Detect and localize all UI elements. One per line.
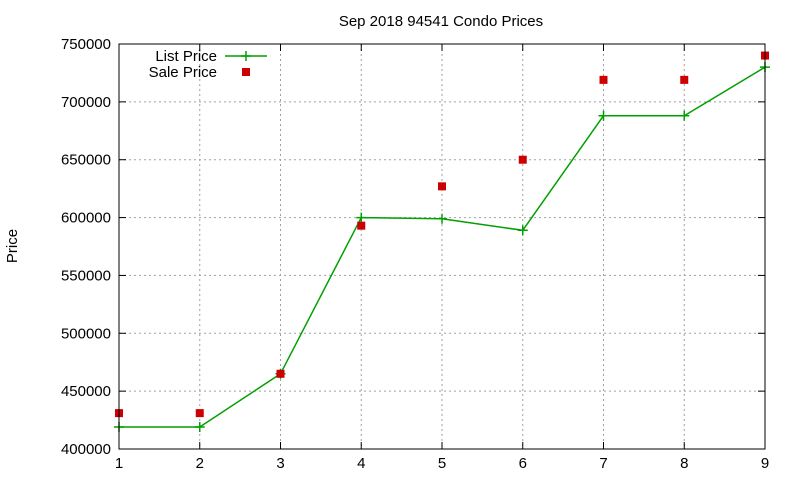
y-axis-label: Price	[4, 229, 21, 263]
chart-title: Sep 2018 94541 Condo Prices	[339, 13, 543, 30]
data-point-sale-price	[195, 409, 204, 418]
y-tick-label: 400000	[61, 441, 111, 458]
y-tick-label: 750000	[61, 36, 111, 53]
tick-labels: 400000 450000 500000 550000 600000 650000 7000…	[61, 36, 769, 472]
data-point-list-price	[598, 110, 609, 121]
y-tick-label: 600000	[61, 210, 111, 227]
x-tick-label: 8	[680, 455, 688, 472]
x-tick-label: 4	[357, 455, 365, 472]
legend-label-list-price: List Price	[155, 48, 217, 65]
x-tick-label: 3	[276, 455, 284, 472]
y-tick-label: 700000	[61, 94, 111, 111]
series-list-price	[114, 62, 770, 433]
data-point-list-price	[679, 110, 690, 121]
y-tick-label: 650000	[61, 152, 111, 169]
x-tick-label: 5	[438, 455, 446, 472]
x-tick-label: 2	[196, 455, 204, 472]
data-point-list-price	[517, 225, 528, 236]
series-line-list-price	[119, 66, 766, 428]
legend-swatch-sale-price	[242, 68, 250, 76]
y-tick-label: 450000	[61, 383, 111, 400]
data-point-sale-price	[276, 369, 285, 378]
x-tick-label: 1	[115, 455, 123, 472]
data-point-list-price	[437, 213, 447, 224]
grid-lines	[119, 44, 765, 449]
data-point-list-price	[194, 422, 205, 433]
plot-border	[118, 43, 766, 450]
data-point-sale-price	[438, 182, 446, 191]
data-point-sale-price	[599, 75, 608, 84]
data-point-sale-price	[357, 221, 366, 230]
legend-marker-list-price	[241, 51, 251, 61]
x-tick-label: 9	[761, 455, 769, 472]
x-tick-label: 6	[519, 455, 527, 472]
x-tick-label: 7	[599, 455, 607, 472]
data-point-sale-price	[518, 155, 527, 164]
legend-label-sale-price: Sale Price	[149, 64, 217, 81]
y-tick-label: 500000	[61, 325, 111, 342]
data-point-sale-price	[680, 75, 689, 84]
y-tick-label: 550000	[61, 267, 111, 284]
data-point-list-price	[356, 212, 367, 223]
